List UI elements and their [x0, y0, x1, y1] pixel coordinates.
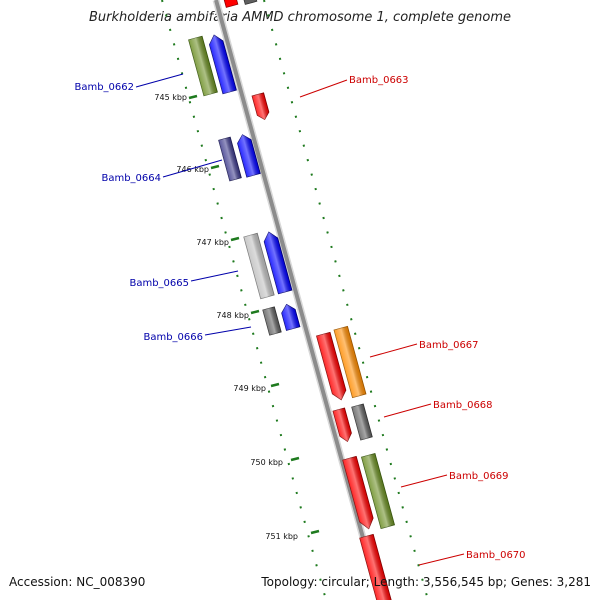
gene-label-bamb-0668: Bamb_0668 [433, 400, 493, 411]
gene-red-0668 [332, 407, 352, 442]
right-track-dots [263, 0, 429, 600]
gene-blue-0664 [237, 134, 261, 178]
gene-olive-0669 [360, 452, 396, 530]
gene-blue-0666 [281, 303, 301, 331]
leader-0664 [162, 159, 223, 178]
gene-blue-0665 [263, 231, 293, 295]
gene-labels-left: Bamb_0662 Bamb_0664 Bamb_0665 Bamb_0666 [74, 82, 203, 343]
position-tick-labels: 745 kbp 746 kbp 747 kbp 748 kbp 749 kbp … [154, 93, 298, 541]
gene-darkgray-0668 [351, 403, 373, 441]
gene-features [188, 0, 396, 600]
gene-olive-0662 [188, 35, 218, 97]
tick-label-747: 747 kbp [196, 238, 229, 247]
gene-labels-right: Bamb_0663 Bamb_0667 Bamb_0668 Bamb_0669 … [349, 75, 526, 561]
tick-mark [270, 382, 280, 388]
tick-mark [188, 94, 198, 100]
gene-red-top-partial [221, 0, 239, 8]
gene-indigo-0664 [218, 136, 242, 182]
leader-0662 [135, 73, 184, 88]
genome-summary-text: Topology: circular; Length: 3,556,545 bp… [261, 575, 591, 589]
gene-label-bamb-0664: Bamb_0664 [101, 173, 161, 184]
gene-label-bamb-0662: Bamb_0662 [74, 82, 134, 93]
gene-label-bamb-0663: Bamb_0663 [349, 75, 409, 86]
gene-label-bamb-0665: Bamb_0665 [129, 278, 189, 289]
leader-lines-right [299, 79, 465, 566]
leader-0670 [418, 553, 465, 566]
gene-red-0667 [316, 331, 347, 401]
tick-mark [310, 529, 320, 535]
position-ticks [188, 94, 320, 535]
map-title: Burkholderia ambifaria AMMD chromosome 1… [88, 10, 512, 25]
leader-lines-left [135, 73, 252, 336]
tick-label-746: 746 kbp [176, 165, 209, 174]
gene-label-bamb-0667: Bamb_0667 [419, 340, 479, 351]
leader-0666 [204, 326, 252, 336]
tick-label-745: 745 kbp [154, 93, 187, 102]
leader-0668 [383, 403, 432, 418]
tick-label-751: 751 kbp [265, 532, 298, 541]
gene-red-0663 [251, 92, 270, 121]
tick-mark [290, 456, 300, 462]
leader-0667 [369, 343, 418, 358]
gene-blue-0662 [209, 34, 237, 95]
gene-gray-0665 [243, 232, 275, 300]
tick-mark [230, 236, 240, 242]
tick-mark [250, 309, 260, 315]
tick-label-748: 748 kbp [216, 311, 249, 320]
leader-0663 [299, 79, 348, 98]
tick-label-750: 750 kbp [250, 458, 283, 467]
accession-text: Accession: NC_008390 [9, 575, 146, 589]
gene-gray-top-partial [240, 0, 258, 5]
leader-0669 [400, 474, 448, 488]
backbone [212, 0, 384, 600]
gene-red-0670 [359, 533, 393, 600]
gene-label-bamb-0669: Bamb_0669 [449, 471, 509, 482]
gene-label-bamb-0670: Bamb_0670 [466, 550, 526, 561]
leader-0665 [190, 270, 239, 282]
tick-label-749: 749 kbp [233, 384, 266, 393]
gene-darkgray-0666 [262, 306, 282, 336]
gene-label-bamb-0666: Bamb_0666 [143, 332, 203, 343]
tick-mark [210, 164, 220, 170]
gene-orange-0667 [333, 325, 367, 399]
gene-red-0669 [342, 455, 374, 530]
